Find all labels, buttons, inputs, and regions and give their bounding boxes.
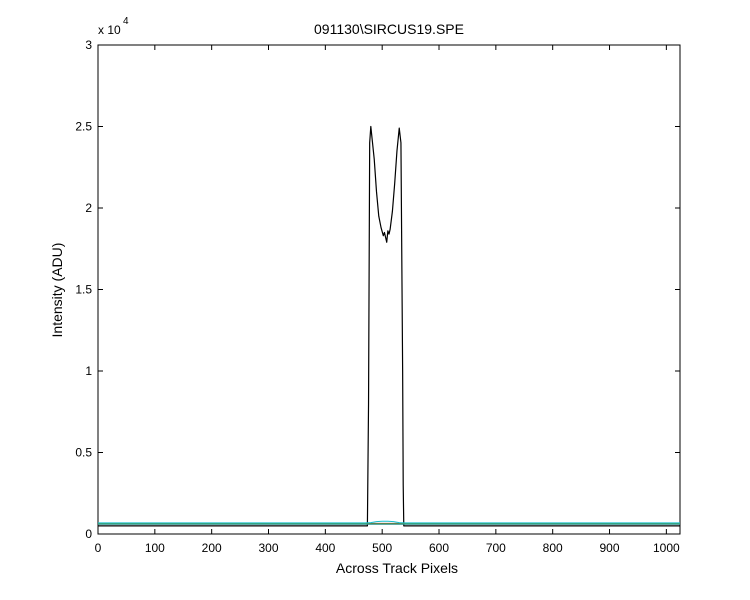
x-tick-label: 100 xyxy=(145,541,165,555)
series-line-1 xyxy=(98,125,680,527)
x-axis-label: Across Track Pixels xyxy=(336,560,458,576)
x-tick-label: 1000 xyxy=(653,541,680,555)
x-tick-label: 0 xyxy=(95,541,102,555)
x-tick-label: 400 xyxy=(315,541,335,555)
x-tick-label: 800 xyxy=(543,541,563,555)
x-tick-label: 900 xyxy=(600,541,620,555)
y-multiplier-base: x 10 xyxy=(98,23,121,37)
x-tick-label: 200 xyxy=(202,541,222,555)
y-tick-label: 1 xyxy=(85,364,92,378)
x-tick-label: 700 xyxy=(486,541,506,555)
y-tick-label: 0.5 xyxy=(75,446,92,460)
y-multiplier-exponent: 4 xyxy=(123,16,129,27)
x-axis-ticks: 0 100 200 300 400 500 600 700 800 900 1000 xyxy=(95,45,680,555)
series-layer xyxy=(98,125,680,527)
y-tick-label: 1.5 xyxy=(75,283,92,297)
plot-area: 0 100 200 300 400 500 600 700 800 900 1000 0 0.5 1 1.… xyxy=(75,38,681,555)
y-axis-ticks: 0 0.5 1 1.5 2 2.5 3 xyxy=(75,38,680,541)
x-tick-label: 500 xyxy=(372,541,392,555)
y-tick-label: 2 xyxy=(85,201,92,215)
y-tick-label: 3 xyxy=(85,38,92,52)
x-tick-label: 600 xyxy=(429,541,449,555)
y-tick-label: 0 xyxy=(85,527,92,541)
x-tick-label: 300 xyxy=(258,541,278,555)
y-tick-label: 2.5 xyxy=(75,120,92,134)
chart-title: 091130\SIRCUS19.SPE xyxy=(314,21,464,37)
series-line-5 xyxy=(98,520,680,524)
y-axis-label: Intensity (ADU) xyxy=(49,243,65,338)
axes-box xyxy=(97,44,681,535)
